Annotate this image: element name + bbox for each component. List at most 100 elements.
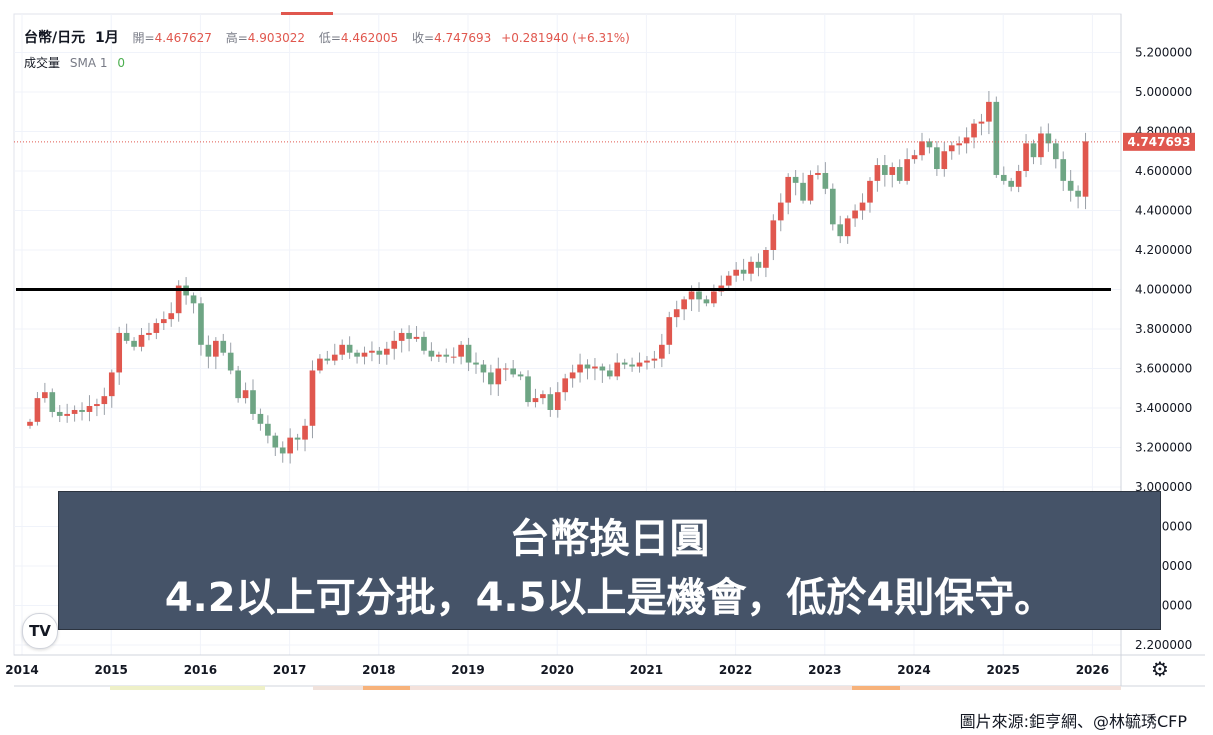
candle	[525, 370, 531, 407]
candle-body	[190, 295, 197, 304]
candle-body	[829, 188, 836, 225]
candle-body	[636, 362, 643, 367]
candle	[406, 325, 412, 352]
candle	[948, 141, 955, 160]
candle	[971, 119, 977, 149]
candle	[896, 159, 903, 184]
candle-body	[473, 362, 479, 365]
candle	[361, 346, 368, 365]
candle-body	[376, 350, 383, 355]
time-tick-label: 2020	[540, 663, 573, 677]
price-tick-label: 3.800000	[1135, 322, 1192, 336]
candle	[978, 113, 985, 136]
price-tick-label: 3.200000	[1135, 441, 1192, 455]
candle-body	[592, 366, 598, 369]
candle	[242, 382, 249, 404]
range-strip	[852, 686, 900, 690]
candle-body	[220, 340, 227, 353]
range-strip	[110, 686, 265, 690]
candle-body	[1067, 180, 1074, 191]
candle-body	[978, 121, 985, 124]
candle	[777, 193, 784, 232]
candle	[1008, 177, 1015, 192]
candle-body	[993, 101, 1000, 175]
close-value: 4.747693	[434, 31, 492, 45]
candle-body	[227, 352, 234, 371]
candle-body	[324, 358, 331, 361]
candle	[398, 328, 405, 353]
candle-body	[458, 344, 464, 357]
close-label: 收=	[412, 31, 435, 45]
candle	[450, 347, 457, 364]
candle-body	[770, 220, 777, 250]
candle	[428, 342, 435, 362]
price-tick-label: 5.000000	[1135, 85, 1192, 99]
candle	[934, 141, 940, 176]
candle	[651, 350, 658, 369]
candle-body	[844, 218, 851, 237]
candle	[956, 136, 962, 155]
candle	[733, 262, 739, 282]
time-axis[interactable]: 2014 2015 2016 2017 2018 2019 2020 2021 2022 2023…	[5, 663, 1121, 690]
candle-body	[763, 250, 769, 268]
price-tick-label: 3.000000	[1135, 480, 1192, 494]
banner-subtitle: 4.2以上可分批，4.5以上是機會，低於4則保守。	[164, 575, 1055, 621]
volume-legend[interactable]: 成交量 SMA 1 0	[24, 54, 125, 71]
candle-body	[1052, 143, 1059, 160]
candle	[606, 364, 613, 380]
price-tick-label: 5.200000	[1135, 46, 1192, 60]
gear-icon[interactable]: ⚙	[1151, 657, 1169, 681]
candle-body	[963, 137, 970, 144]
candle-body	[948, 145, 955, 152]
candle	[844, 215, 851, 244]
candle	[822, 162, 829, 195]
candle	[421, 331, 427, 355]
candle	[867, 177, 873, 213]
candle-body	[502, 368, 509, 370]
candle-body	[369, 350, 375, 353]
candle	[540, 390, 546, 405]
image-credit: 圖片來源:鉅亨網、@林毓琇CFP	[959, 712, 1187, 731]
candle-body	[882, 165, 888, 175]
low-value: 4.462005	[340, 31, 399, 45]
candle	[64, 403, 70, 423]
tradingview-logo-icon[interactable]: TV	[22, 613, 58, 649]
candle	[889, 162, 896, 188]
candle-body	[116, 332, 123, 373]
candle	[636, 352, 643, 373]
candle	[703, 295, 710, 307]
candle	[331, 343, 338, 366]
time-tick-label: 2021	[630, 663, 663, 677]
chart-overlay	[14, 141, 1121, 291]
candle-body	[71, 409, 78, 414]
candle	[190, 292, 197, 314]
candle	[220, 333, 227, 356]
candle	[614, 353, 621, 381]
candle-body	[554, 392, 561, 410]
candle-body	[532, 398, 539, 403]
time-tick-label: 2019	[451, 663, 484, 677]
candle	[56, 405, 63, 423]
candle	[562, 373, 569, 401]
candle-body	[205, 344, 212, 357]
candle	[175, 280, 182, 322]
candle	[168, 302, 175, 327]
candle	[294, 433, 301, 451]
candle-body	[777, 202, 784, 221]
candle	[837, 215, 844, 244]
active-tab-indicator	[281, 12, 333, 15]
candle-body	[361, 352, 368, 357]
candle	[317, 354, 323, 374]
candle	[644, 356, 650, 370]
symbol-name[interactable]: 台幣/日元	[24, 30, 86, 46]
timeframe-label[interactable]: 1月	[94, 30, 119, 46]
time-tick-label: 2022	[719, 663, 752, 677]
candle-body	[168, 313, 175, 320]
candle-body	[644, 360, 650, 363]
candle	[1082, 132, 1089, 210]
candle	[659, 333, 665, 368]
candle	[547, 387, 554, 417]
candle-body	[27, 421, 33, 426]
candle	[94, 398, 100, 417]
candle	[198, 297, 204, 356]
